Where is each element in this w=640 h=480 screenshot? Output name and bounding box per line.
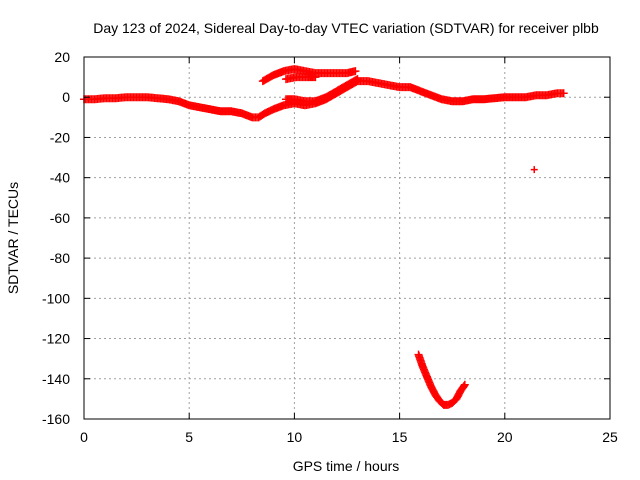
x-tick-label: 15: [392, 429, 408, 445]
series-main-trace: [80, 77, 568, 122]
data-point: [460, 380, 469, 389]
y-tick-label: -100: [42, 290, 70, 306]
chart-title: Day 123 of 2024, Sidereal Day-to-day VTE…: [93, 20, 599, 36]
y-tick-label: -80: [50, 250, 70, 266]
series-middle-branch: [281, 73, 320, 84]
y-tick-label: -60: [50, 210, 70, 226]
series-rising-branch: [281, 75, 362, 106]
axis-ticks: 0 5 10 15 20 25 20 0 -20 -40 -60 -80 -100 -120 -140 -16…: [42, 49, 618, 445]
x-tick-label: 20: [497, 429, 513, 445]
data-point: [351, 67, 360, 76]
data-point: [459, 382, 468, 391]
y-tick-label: 20: [54, 49, 70, 65]
plot-frame: [83, 56, 611, 420]
y-tick-label: -160: [42, 411, 70, 427]
series-low-dip: [414, 350, 469, 409]
data-point: [353, 75, 362, 84]
x-tick-label: 0: [80, 429, 88, 445]
y-axis-title: SDTVAR / TECUs: [5, 182, 21, 294]
y-tick-label: -120: [42, 331, 70, 347]
x-tick-label: 5: [185, 429, 193, 445]
x-tick-label: 10: [287, 429, 303, 445]
y-tick-label: -140: [42, 371, 70, 387]
grid-lines: [84, 57, 610, 419]
data-point: [559, 89, 568, 98]
data-points: [80, 65, 568, 409]
y-tick-label: -40: [50, 170, 70, 186]
data-point: [311, 73, 320, 82]
x-axis-title: GPS time / hours: [293, 458, 400, 474]
data-point: [530, 166, 538, 174]
x-tick-label: 25: [602, 429, 618, 445]
y-tick-label: 0: [62, 89, 70, 105]
y-tick-label: -20: [50, 129, 70, 145]
series-outlier: [530, 166, 538, 174]
data-point: [352, 75, 361, 84]
